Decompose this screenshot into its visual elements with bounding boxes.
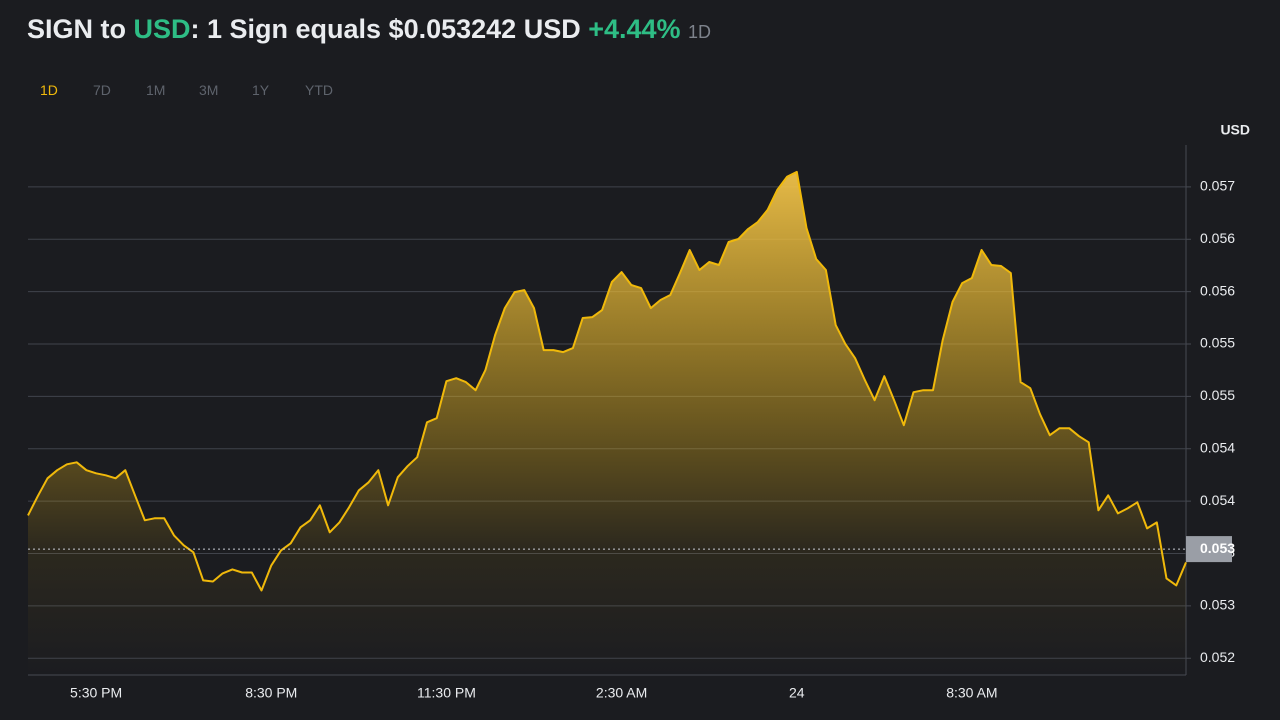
x-tick-label: 2:30 AM (596, 685, 647, 701)
range-button[interactable]: 7D (93, 82, 111, 98)
range-button[interactable]: 1Y (252, 82, 270, 98)
period: 1D (688, 22, 712, 42)
range-button[interactable]: 1D (40, 82, 58, 98)
range-button[interactable]: 1M (146, 82, 166, 98)
header: SIGN to USD: 1 Sign equals $0.053242 USD… (27, 14, 711, 45)
y-tick-label: 0.054 (1200, 492, 1235, 508)
x-tick-label: 8:30 AM (946, 685, 997, 701)
x-tick-label: 24 (789, 685, 805, 701)
x-tick-label: 8:30 PM (245, 685, 297, 701)
line (27, 170, 1187, 592)
y-tick-label: 0.057 (1200, 178, 1235, 194)
x-tick-label: 5:30 PM (70, 685, 122, 701)
y-tick-label: 0.056 (1200, 282, 1235, 298)
y-unit: USD (1220, 122, 1250, 138)
range-button[interactable]: 3M (199, 82, 219, 98)
y-tick-label: 0.055 (1200, 387, 1235, 403)
range-button[interactable]: YTD (305, 82, 333, 98)
y-tick-label: 0.054 (1200, 439, 1235, 455)
y-tick-label: 0.056 (1200, 230, 1235, 246)
last-price-tag (1186, 536, 1232, 563)
range-selector: 1D 7D 1M 3M 1Y YTD (40, 82, 358, 98)
area (28, 171, 1186, 675)
last-price-label: 0.053 (1200, 540, 1235, 556)
x-tick-label: 11:30 PM (417, 685, 476, 701)
title-rest: : 1 Sign equals $0.053242 USD (190, 14, 589, 44)
title-base: SIGN to (27, 14, 134, 44)
y-tick-label: 0.052 (1200, 649, 1235, 665)
y-tick-label: 0.055 (1200, 335, 1235, 351)
price-change: +4.44% (588, 14, 681, 44)
y-tick-label: 0.053 (1200, 597, 1235, 613)
title-quote: USD (133, 14, 191, 44)
